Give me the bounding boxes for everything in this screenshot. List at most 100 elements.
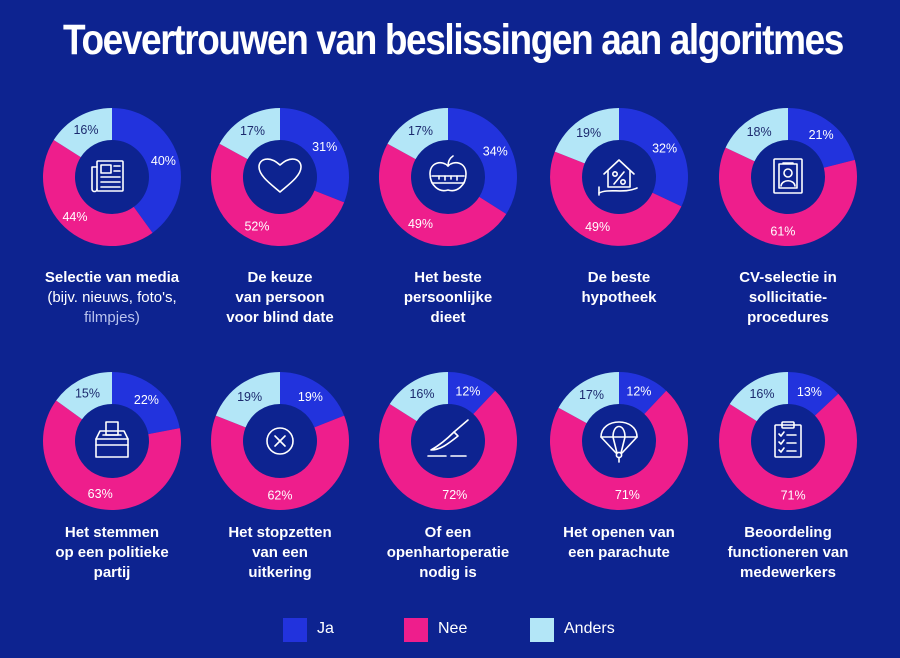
legend-label: Anders <box>564 620 615 637</box>
donut-chart-2: 31% 52% 17% <box>210 108 349 247</box>
donut-segment-anders <box>215 372 280 428</box>
data-label-ja: 12% <box>626 384 651 398</box>
donut-segment-anders <box>219 108 280 160</box>
caption-line: De beste <box>587 269 651 286</box>
caption-line: Selectie van media <box>44 269 180 286</box>
heart-icon <box>258 158 302 193</box>
donut-segment-nee <box>211 415 349 511</box>
data-label-nee: 61% <box>770 224 795 238</box>
clipboard-check-icon <box>774 421 802 458</box>
donut-segment-ja <box>448 372 496 415</box>
donut-chart-8: 12% 72% 16% <box>378 372 517 511</box>
donut-segment-nee <box>43 140 153 246</box>
donut-segment-nee <box>718 147 857 247</box>
cv-document-icon <box>773 158 803 194</box>
caption-line: van persoon <box>235 289 325 306</box>
legend-swatch <box>530 618 554 642</box>
data-label-ja: 32% <box>652 142 677 156</box>
data-label-ja: 13% <box>797 385 822 399</box>
data-label-anders: 16% <box>409 387 434 401</box>
legend-label: Nee <box>438 620 468 637</box>
chart-caption-2: De keuze van persoon voor blind date <box>195 268 365 328</box>
data-label-ja: 19% <box>298 390 323 404</box>
donut-segment-ja <box>619 108 688 207</box>
data-label-anders: 17% <box>579 388 604 402</box>
data-label-anders: 19% <box>237 390 262 404</box>
donut-chart-5: 21% 61% 18% <box>718 108 857 247</box>
chart-caption-1: Selectie van media (bijv. nieuws, foto's,… <box>27 268 197 328</box>
caption-line: Het stopzetten <box>228 524 332 541</box>
donut-chart-10: 13% 71% 16% <box>718 372 857 511</box>
donut-segment-anders <box>56 371 112 420</box>
donut-chart-1: 40% 44% 16% <box>43 108 181 246</box>
caption-line: (bijv. nieuws, foto's, <box>47 289 177 306</box>
caption-line: op een politieke <box>55 544 169 561</box>
legend: Ja Nee Anders <box>0 616 900 644</box>
chart-caption-4: De beste hypotheek <box>534 268 704 308</box>
donut-segment-anders <box>729 372 788 422</box>
caption-line: Het beste <box>414 269 482 286</box>
caption-line: persoonlijke <box>403 289 493 306</box>
donut-chart-9: 12% 71% 17% <box>549 372 688 510</box>
chart-caption-10: Beoordeling functioneren van medewerkers <box>703 523 873 583</box>
caption-line: CV-selectie in <box>739 269 837 286</box>
caption-line: filmpjes) <box>84 309 140 326</box>
donut-segment-ja <box>619 372 667 415</box>
newspaper-icon <box>91 160 124 193</box>
caption-line: partij <box>93 564 131 581</box>
data-label-anders: 18% <box>747 125 772 139</box>
apple-scale-icon <box>429 155 467 192</box>
donut-segment-nee <box>378 143 507 247</box>
caption-line: procedures <box>747 309 829 326</box>
chart-caption-5: CV-selectie in sollicitatie-procedures <box>703 268 873 328</box>
donut-segment-nee <box>550 151 682 246</box>
ballot-box-icon <box>95 421 129 458</box>
caption-line: een parachute <box>568 544 670 561</box>
caption-line: nodig is <box>419 564 477 581</box>
donut-segment-ja <box>788 108 855 168</box>
data-label-anders: 17% <box>408 124 433 138</box>
data-label-ja: 34% <box>483 145 508 159</box>
donut-segment-ja <box>112 108 181 233</box>
data-label-anders: 17% <box>240 124 265 138</box>
legend-swatch <box>283 618 307 642</box>
caption-line: De keuze <box>247 269 313 286</box>
scalpel-icon <box>427 419 469 457</box>
chart-caption-9: Het openen van een parachute <box>534 523 704 563</box>
caption-line: Beoordeling <box>744 524 832 541</box>
legend-label: Ja <box>317 620 334 637</box>
chart-caption-6: Het stemmen op een politieke partij <box>27 523 197 583</box>
donut-segment-ja <box>112 372 180 435</box>
donut-segment-anders <box>554 108 619 164</box>
caption-line: sollicitatie- <box>748 289 828 306</box>
donut-chart-6: 22% 63% 15% <box>43 371 182 510</box>
donut-segment-ja <box>280 108 349 203</box>
chart-caption-7: Het stopzetten van een uitkering <box>195 523 365 583</box>
donut-chart-7: 19% 62% 19% <box>211 372 349 511</box>
data-label-ja: 12% <box>455 384 480 398</box>
donut-segment-ja <box>448 108 518 214</box>
donut-segment-ja <box>788 372 839 416</box>
house-percent-icon <box>598 159 638 196</box>
caption-line: openhartoperatie <box>386 544 510 561</box>
data-label-nee: 72% <box>442 488 467 502</box>
data-label-ja: 21% <box>809 128 834 142</box>
caption-line: functioneren van <box>727 544 849 561</box>
caption-line: Het stemmen <box>64 524 160 541</box>
donut-chart-3: 34% 49% 17% <box>378 108 518 247</box>
donut-segment-nee <box>210 143 345 247</box>
data-label-nee: 63% <box>88 487 113 501</box>
donut-segment-ja <box>280 372 345 428</box>
data-label-nee: 71% <box>615 488 640 502</box>
chart-caption-3: Het beste persoonlijke dieet <box>363 268 533 328</box>
data-label-anders: 19% <box>576 126 601 140</box>
donut-segment-anders <box>387 108 448 160</box>
donut-segment-nee <box>718 393 857 511</box>
data-label-ja: 22% <box>134 393 159 407</box>
caption-line: van een <box>252 544 308 561</box>
donut-chart-4: 32% 49% 19% <box>550 108 688 246</box>
data-label-ja: 40% <box>151 154 176 168</box>
donut-segment-anders <box>725 108 788 162</box>
data-label-nee: 49% <box>408 217 433 231</box>
